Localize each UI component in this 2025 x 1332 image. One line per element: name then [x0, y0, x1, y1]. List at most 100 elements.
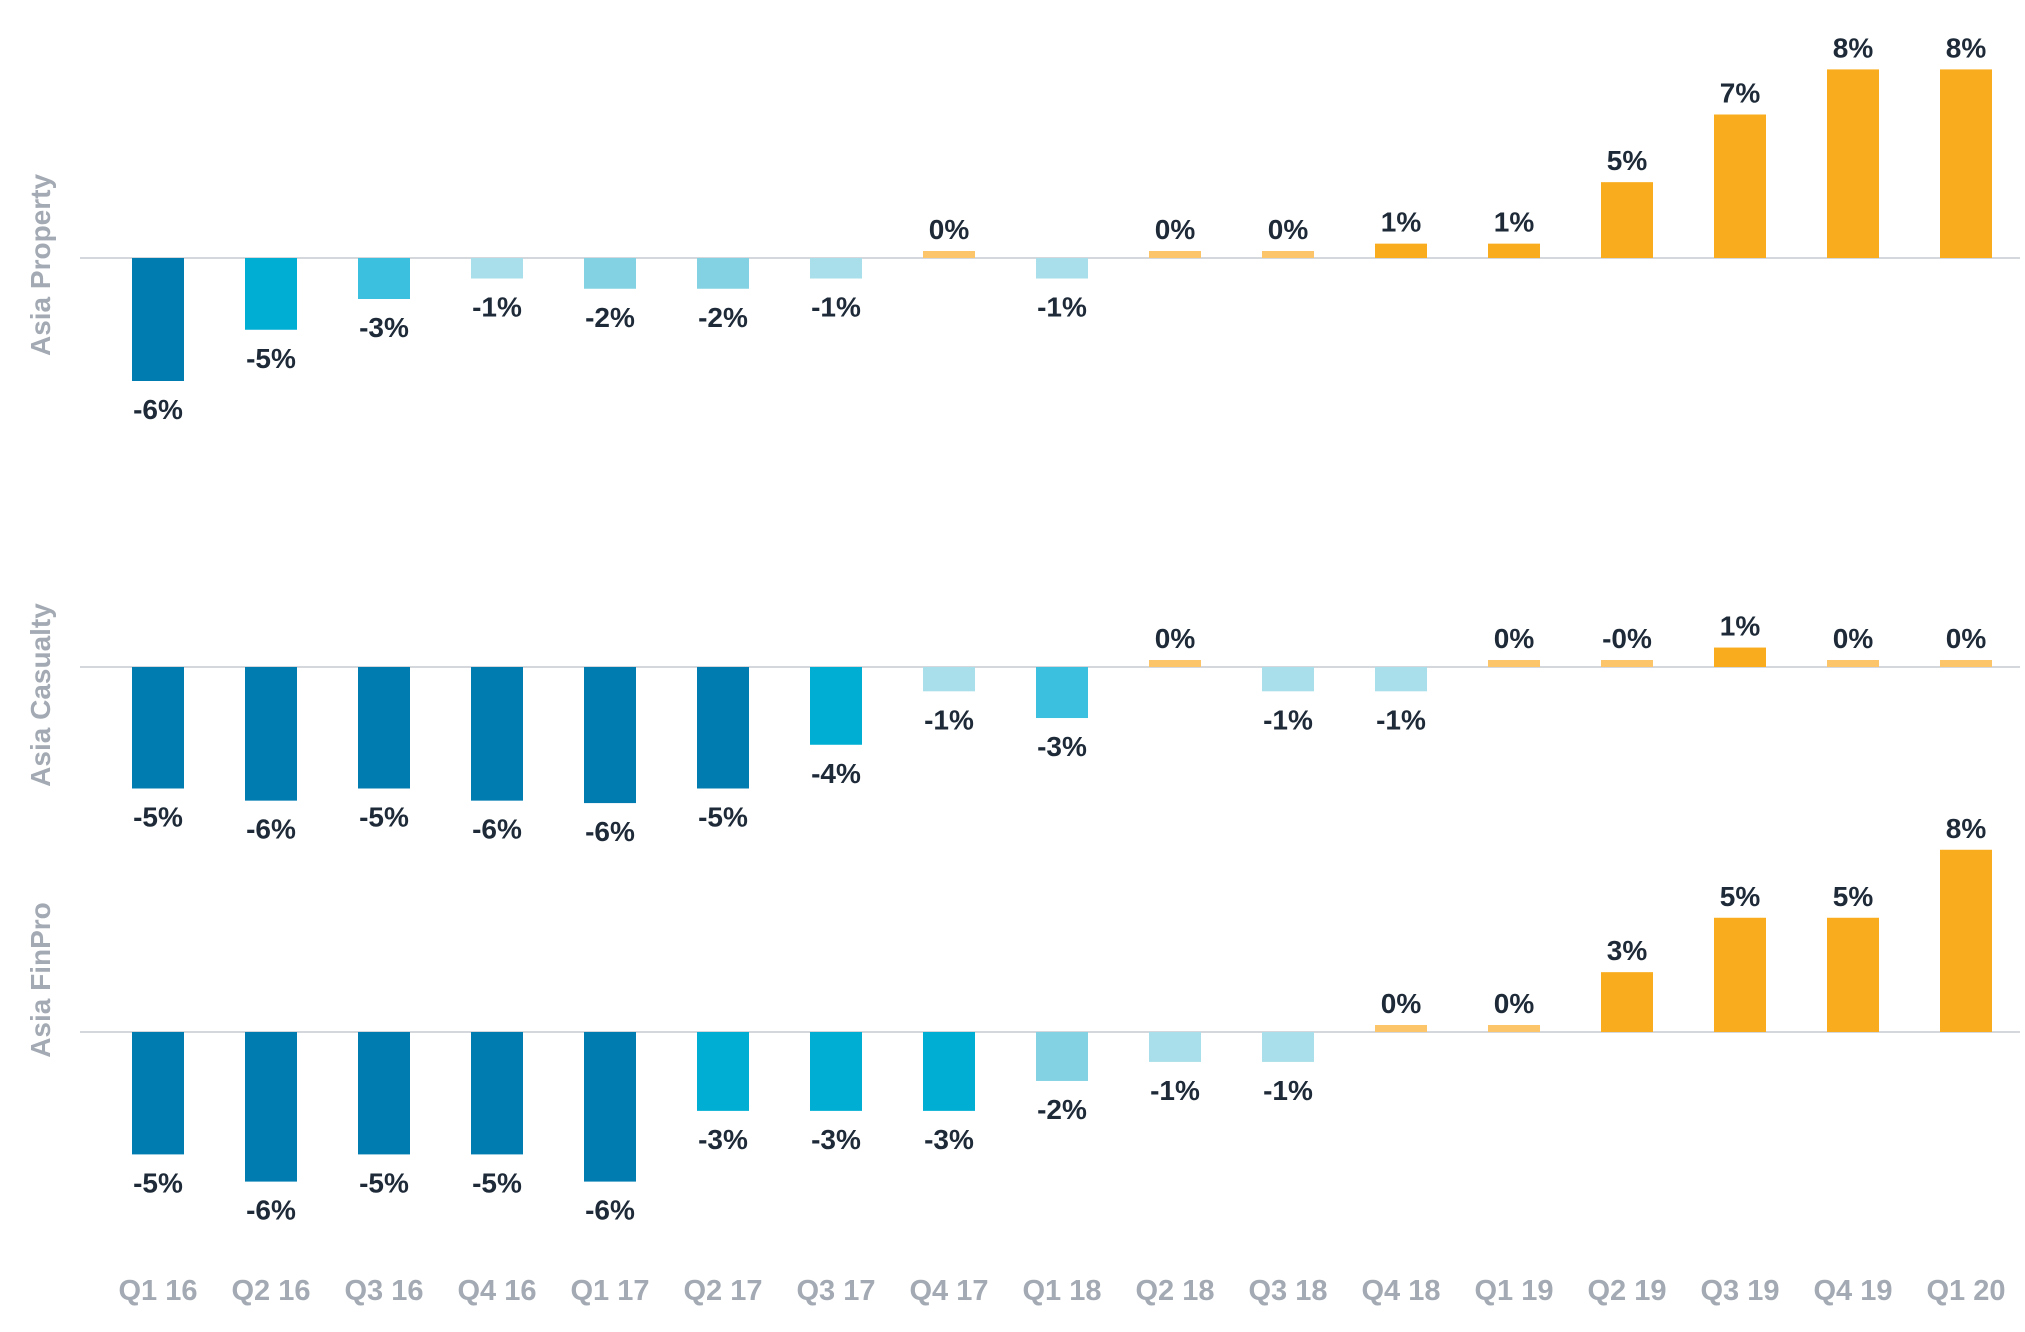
asia-property-data-label-4: -2%	[585, 302, 635, 333]
asia-finpro-bar-16	[1940, 849, 1992, 1032]
asia-finpro-bar-13	[1601, 972, 1653, 1032]
asia-finpro-bar-2	[358, 1032, 410, 1155]
asia-property-bar-15	[1827, 69, 1879, 259]
asia-casualty-bar-15	[1827, 660, 1879, 667]
asia-finpro-data-label-11: 0%	[1381, 988, 1422, 1019]
asia-property-bar-5	[697, 258, 749, 289]
x-tick-label-16: Q1 20	[1927, 1275, 2006, 1307]
asia-property-data-label-1: -5%	[246, 343, 296, 374]
x-tick-label-1: Q2 16	[232, 1275, 311, 1307]
x-tick-label-4: Q1 17	[571, 1275, 650, 1307]
asia-finpro-data-label-0: -5%	[133, 1167, 183, 1198]
asia-casualty-bar-3	[471, 667, 523, 801]
asia-finpro-bar-7	[923, 1032, 975, 1111]
asia-casualty-data-label-8: -3%	[1037, 731, 1087, 762]
x-tick-label-2: Q3 16	[345, 1275, 424, 1307]
asia-finpro-panel-title: Asia FinPro	[25, 902, 56, 1058]
asia-property-data-label-12: 1%	[1494, 207, 1535, 238]
asia-property-data-label-10: 0%	[1268, 214, 1309, 245]
asia-finpro-data-label-8: -2%	[1037, 1094, 1087, 1125]
asia-casualty-bar-5	[697, 667, 749, 789]
asia-finpro-bar-5	[697, 1032, 749, 1111]
asia-finpro-data-label-12: 0%	[1494, 988, 1535, 1019]
asia-casualty-bar-7	[923, 667, 975, 692]
asia-property-bar-14	[1714, 114, 1766, 258]
asia-property-panel-title: Asia Property	[25, 174, 56, 356]
asia-property-bar-2	[358, 258, 410, 299]
asia-property-bar-16	[1940, 69, 1992, 259]
asia-property-data-label-2: -3%	[359, 312, 409, 343]
asia-casualty-bar-14	[1714, 647, 1766, 667]
asia-casualty-bar-1	[245, 667, 297, 801]
asia-finpro-bar-8	[1036, 1032, 1088, 1081]
asia-casualty-bar-13	[1601, 660, 1653, 667]
asia-casualty-bar-0	[132, 667, 184, 789]
asia-property-data-label-6: -1%	[811, 292, 861, 323]
x-tick-label-6: Q3 17	[797, 1275, 876, 1307]
asia-casualty-bar-9	[1149, 660, 1201, 667]
asia-finpro-bar-3	[471, 1032, 523, 1155]
asia-casualty-bar-16	[1940, 660, 1992, 667]
asia-property-data-label-15: 8%	[1833, 32, 1874, 63]
asia-property-bar-11	[1375, 243, 1427, 258]
asia-property-bar-13	[1601, 182, 1653, 258]
asia-property-data-label-3: -1%	[472, 292, 522, 323]
asia-finpro-bar-14	[1714, 917, 1766, 1032]
asia-property-bar-12	[1488, 243, 1540, 258]
asia-casualty-data-label-0: -5%	[133, 802, 183, 833]
asia-finpro-data-label-3: -5%	[472, 1167, 522, 1198]
x-tick-label-3: Q4 16	[458, 1275, 537, 1307]
asia-finpro-bar-9	[1149, 1032, 1201, 1062]
asia-casualty-data-label-4: -6%	[585, 816, 635, 847]
asia-property-data-label-13: 5%	[1607, 145, 1648, 176]
x-tick-label-9: Q2 18	[1136, 1275, 1215, 1307]
asia-casualty-data-label-5: -5%	[698, 802, 748, 833]
asia-finpro-data-label-9: -1%	[1150, 1075, 1200, 1106]
asia-property-data-label-11: 1%	[1381, 207, 1422, 238]
asia-property-bar-10	[1262, 251, 1314, 258]
asia-casualty-data-label-1: -6%	[246, 814, 296, 845]
asia-casualty-bar-2	[358, 667, 410, 789]
asia-casualty-data-label-10: -1%	[1263, 704, 1313, 735]
asia-casualty-data-label-3: -6%	[472, 814, 522, 845]
asia-property-data-label-5: -2%	[698, 302, 748, 333]
asia-casualty-data-label-7: -1%	[924, 704, 974, 735]
asia-finpro-data-label-15: 5%	[1833, 881, 1874, 912]
x-tick-label-0: Q1 16	[119, 1275, 198, 1307]
asia-finpro-data-label-5: -3%	[698, 1124, 748, 1155]
asia-finpro-data-label-14: 5%	[1720, 881, 1761, 912]
asia-casualty-data-label-16: 0%	[1946, 623, 1987, 654]
asia-property-data-label-8: -1%	[1037, 292, 1087, 323]
asia-casualty-data-label-14: 1%	[1720, 611, 1761, 642]
asia-property-bar-1	[245, 258, 297, 330]
asia-finpro-data-label-10: -1%	[1263, 1075, 1313, 1106]
x-tick-label-10: Q3 18	[1249, 1275, 1328, 1307]
asia-property-data-label-14: 7%	[1720, 78, 1761, 109]
asia-casualty-data-label-15: 0%	[1833, 623, 1874, 654]
asia-finpro-bar-1	[245, 1032, 297, 1182]
asia-property-bar-8	[1036, 258, 1088, 279]
asia-finpro-data-label-2: -5%	[359, 1167, 409, 1198]
asia-property-bar-7	[923, 251, 975, 258]
x-tick-label-14: Q3 19	[1701, 1275, 1780, 1307]
x-tick-label-8: Q1 18	[1023, 1275, 1102, 1307]
asia-property-bar-9	[1149, 251, 1201, 258]
asia-casualty-bar-8	[1036, 667, 1088, 719]
asia-finpro-bar-12	[1488, 1025, 1540, 1032]
asia-finpro-data-label-16: 8%	[1946, 813, 1987, 844]
asia-casualty-bar-4	[584, 667, 636, 804]
x-tick-label-15: Q4 19	[1814, 1275, 1893, 1307]
asia-casualty-data-label-13: -0%	[1602, 623, 1652, 654]
x-tick-label-5: Q2 17	[684, 1275, 763, 1307]
asia-property-bar-0	[132, 258, 184, 381]
asia-property-data-label-0: -6%	[133, 394, 183, 425]
asia-property-data-label-16: 8%	[1946, 32, 1987, 63]
asia-finpro-bar-15	[1827, 917, 1879, 1032]
asia-finpro-bar-4	[584, 1032, 636, 1182]
asia-finpro-bar-11	[1375, 1025, 1427, 1032]
asia-property-data-label-9: 0%	[1155, 214, 1196, 245]
asia-finpro-data-label-4: -6%	[585, 1195, 635, 1226]
asia-finpro-data-label-6: -3%	[811, 1124, 861, 1155]
x-tick-label-11: Q4 18	[1362, 1275, 1441, 1307]
